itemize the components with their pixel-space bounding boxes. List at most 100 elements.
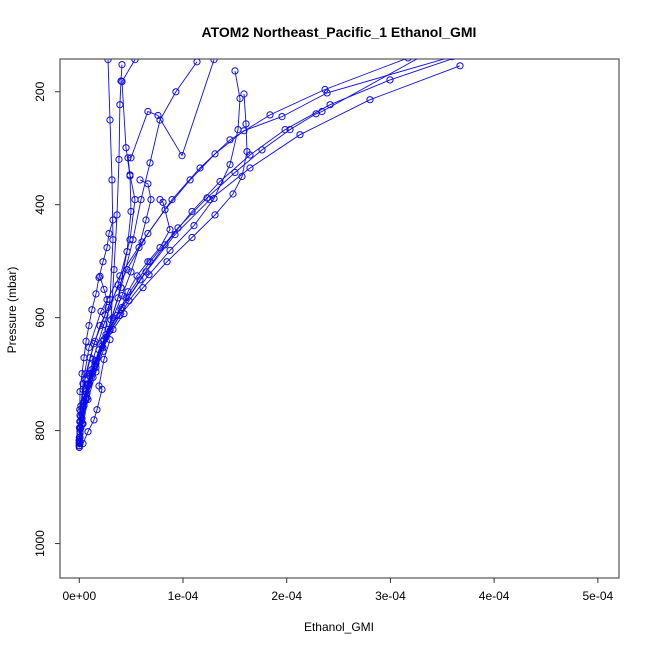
data-point-marker xyxy=(163,258,171,266)
data-point-marker xyxy=(240,127,248,135)
data-point-marker xyxy=(115,155,123,164)
profile-line xyxy=(78,219,114,444)
data-point-marker xyxy=(166,246,174,254)
data-point-marker xyxy=(99,337,107,345)
data-point-marker xyxy=(156,244,164,252)
profile-line xyxy=(78,59,446,444)
data-point-marker xyxy=(85,322,93,330)
data-point-marker xyxy=(100,355,108,363)
data-point-marker xyxy=(124,288,132,296)
data-point-marker xyxy=(240,90,248,98)
profile-line xyxy=(82,339,111,444)
data-point-marker xyxy=(131,59,139,64)
data-point-marker xyxy=(231,168,239,177)
data-point-marker xyxy=(171,231,179,239)
x-tick-label: 1e-04 xyxy=(168,589,199,603)
data-point-marker xyxy=(216,177,224,186)
data-point-marker xyxy=(110,266,118,274)
data-point-marker xyxy=(144,258,152,266)
data-point-marker xyxy=(139,284,147,292)
x-tick-label: 5e-04 xyxy=(582,589,613,603)
x-tick-label: 0e+00 xyxy=(62,589,96,603)
data-point-marker xyxy=(266,111,274,119)
data-point-marker xyxy=(91,337,99,345)
data-point-marker xyxy=(278,113,286,121)
data-point-marker xyxy=(154,111,162,120)
data-point-marker xyxy=(127,154,135,162)
profile-line xyxy=(79,59,215,428)
data-point-marker xyxy=(246,151,254,159)
profile-line xyxy=(79,59,114,444)
profile-line xyxy=(78,65,461,446)
data-point-marker xyxy=(104,59,112,64)
data-point-marker xyxy=(106,296,114,304)
data-point-marker xyxy=(226,161,234,169)
data-point-marker xyxy=(449,59,455,61)
data-point-marker xyxy=(106,336,114,344)
data-point-marker xyxy=(123,266,131,274)
data-point-marker xyxy=(188,207,196,216)
profile-line xyxy=(78,199,171,448)
profile-06 xyxy=(75,59,455,448)
data-point-marker xyxy=(99,258,107,266)
data-point-marker xyxy=(246,164,254,172)
data-point-marker xyxy=(92,290,100,298)
data-point-marker xyxy=(76,388,84,396)
data-point-marker xyxy=(211,150,219,158)
y-tick-label: 600 xyxy=(33,307,47,327)
data-point-marker xyxy=(124,154,132,162)
data-point-marker xyxy=(242,120,250,128)
data-point-marker xyxy=(172,88,180,96)
data-point-marker xyxy=(78,370,86,378)
data-point-marker xyxy=(100,285,108,293)
data-point-marker xyxy=(326,101,334,109)
data-point-marker xyxy=(159,198,167,206)
data-point-marker xyxy=(206,196,214,204)
data-point-marker xyxy=(296,131,304,139)
data-point-marker xyxy=(118,292,126,300)
y-tick-label: 400 xyxy=(33,194,47,214)
data-point-marker xyxy=(286,126,294,134)
data-point-marker xyxy=(82,370,90,378)
data-point-marker xyxy=(229,190,237,198)
data-point-marker xyxy=(144,180,152,188)
data-point-marker xyxy=(231,67,239,75)
data-point-marker xyxy=(188,233,196,242)
data-point-marker xyxy=(113,211,121,219)
data-point-marker xyxy=(196,164,204,172)
data-point-marker xyxy=(106,116,114,124)
data-point-marker xyxy=(142,216,150,224)
data-point-marker xyxy=(98,385,106,393)
profile-line xyxy=(78,70,241,441)
profile-16 xyxy=(79,336,114,448)
data-point-marker xyxy=(226,136,234,144)
data-point-marker xyxy=(88,306,96,314)
data-point-marker xyxy=(90,416,98,424)
data-point-marker xyxy=(312,110,320,118)
x-axis-ticks: 0e+00 1e-04 2e-04 3e-04 4e-04 5e-04 xyxy=(62,578,614,603)
data-point-marker xyxy=(131,196,139,204)
x-tick-label: 4e-04 xyxy=(479,589,510,603)
data-point-marker xyxy=(75,442,83,450)
y-axis-ticks: 200 400 600 800 1000 xyxy=(33,81,60,557)
x-axis-label: Ethanol_GMI xyxy=(304,620,374,634)
plot-area-border xyxy=(59,58,620,579)
data-point-marker xyxy=(82,337,90,345)
data-point-marker xyxy=(482,45,488,51)
data-point-marker xyxy=(118,78,126,86)
y-axis-label: Pressure (mbar) xyxy=(5,267,19,354)
data-point-marker xyxy=(236,94,244,103)
data-point-marker xyxy=(122,144,130,152)
data-point-marker xyxy=(404,59,412,62)
y-tick-label: 800 xyxy=(33,420,47,440)
data-point-marker xyxy=(427,49,433,55)
profile-12 xyxy=(75,216,117,448)
data-point-marker xyxy=(108,176,116,184)
data-point-marker xyxy=(144,107,152,116)
data-point-marker xyxy=(138,238,146,246)
data-point-marker xyxy=(136,176,144,184)
data-point-marker xyxy=(168,196,176,204)
data-point-marker xyxy=(366,96,374,104)
data-point-marker xyxy=(135,244,143,252)
